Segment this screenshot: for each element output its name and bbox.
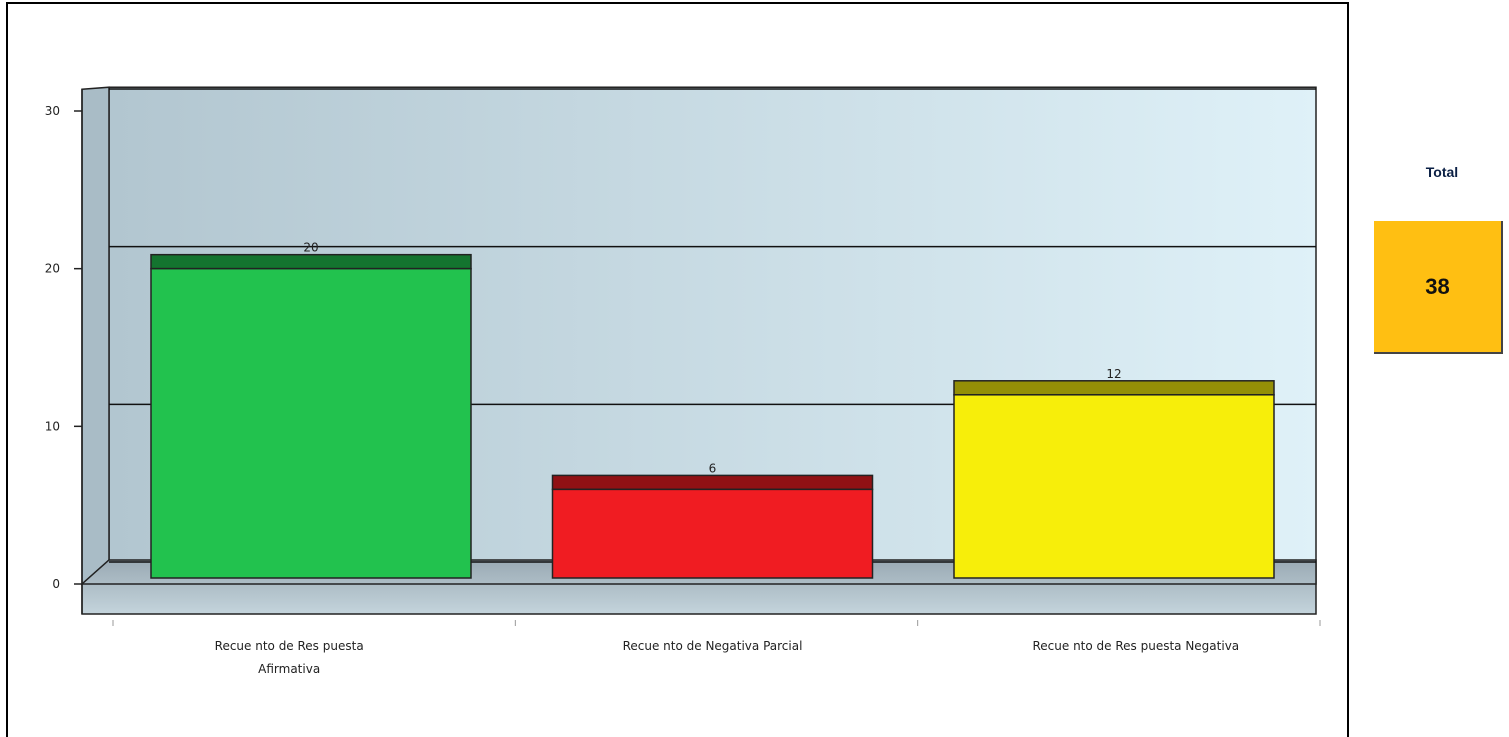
- category-label-2-line-1: Recue nto de Negativa Parcial: [623, 639, 803, 653]
- y-tick-label-20: 20: [45, 262, 60, 276]
- data-label-2: 6: [709, 461, 717, 475]
- bar-2: [551, 488, 874, 579]
- total-box: 38: [1374, 221, 1503, 354]
- category-label-1-line-2: Afirmativa: [258, 662, 320, 676]
- category-label-3-line-1: Recue nto de Res puesta Negativa: [1032, 639, 1239, 653]
- bar-top-2: [551, 474, 874, 491]
- bar-1: [150, 267, 472, 579]
- bar-3: [953, 394, 1275, 579]
- total-label: Total: [1425, 164, 1459, 180]
- plot-side-wall: [81, 86, 110, 586]
- bar-top-1: [150, 253, 472, 270]
- data-label-3: 12: [1106, 367, 1121, 381]
- y-tick-label-30: 30: [45, 104, 60, 118]
- y-tick-label-10: 10: [45, 419, 60, 433]
- bar-top-3: [953, 380, 1275, 396]
- data-label-1: 20: [303, 241, 318, 255]
- y-tick-label-0: 0: [52, 577, 60, 591]
- category-label-1-line-1: Recue nto de Res puesta: [215, 639, 364, 653]
- total-value: 38: [1425, 273, 1450, 299]
